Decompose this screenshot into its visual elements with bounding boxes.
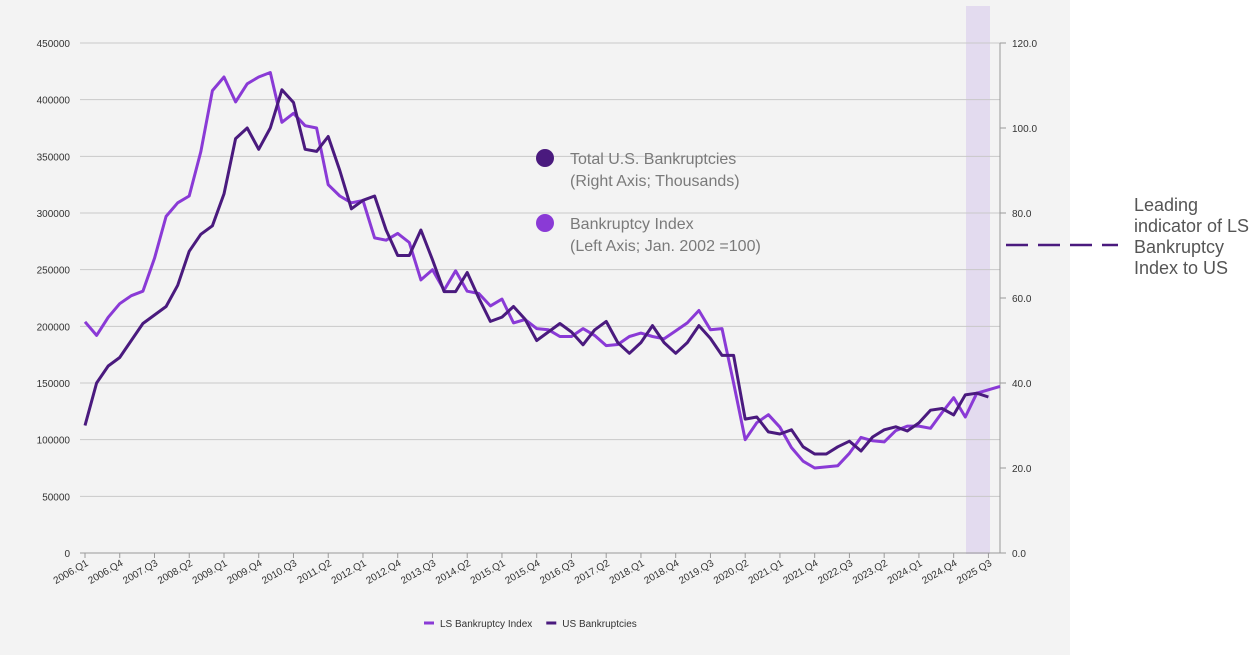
y-tick-label: 200000	[37, 322, 71, 333]
y-tick-label: 100000	[37, 436, 71, 447]
annotation-subtitle: (Left Axis; Jan. 2002 =100)	[570, 238, 761, 255]
annotation-title: Bankruptcy Index	[570, 216, 694, 233]
y2-tick-label: 40.0	[1012, 379, 1032, 390]
y-tick-label: 50000	[42, 492, 70, 503]
y-tick-label: 400000	[37, 96, 71, 107]
series-line	[83, 88, 989, 456]
y-tick-label: 250000	[37, 266, 71, 277]
side-note: Leading indicator of LS Bankruptcy Index…	[1134, 195, 1250, 278]
y2-tick-label: 100.0	[1012, 124, 1037, 135]
y-tick-label: 450000	[37, 39, 71, 50]
series-line	[83, 71, 1001, 470]
annotation-dot	[536, 149, 554, 167]
annotation-subtitle: (Right Axis; Thousands)	[570, 173, 740, 190]
y-tick-label: 300000	[37, 209, 71, 220]
y-tick-label: 0	[64, 549, 70, 560]
y2-tick-label: 80.0	[1012, 209, 1032, 220]
y2-tick-label: 20.0	[1012, 464, 1032, 475]
legend-label: US Bankruptcies	[562, 619, 636, 630]
y2-tick-label: 60.0	[1012, 294, 1032, 305]
y-tick-label: 350000	[37, 152, 71, 163]
annotation-dot	[536, 214, 554, 232]
highlight-band	[966, 6, 990, 554]
y2-tick-label: 120.0	[1012, 39, 1037, 50]
annotation-title: Total U.S. Bankruptcies	[570, 151, 736, 168]
y-tick-label: 150000	[37, 379, 71, 390]
y2-tick-label: 0.0	[1012, 549, 1026, 560]
legend-label: LS Bankruptcy Index	[440, 619, 532, 630]
